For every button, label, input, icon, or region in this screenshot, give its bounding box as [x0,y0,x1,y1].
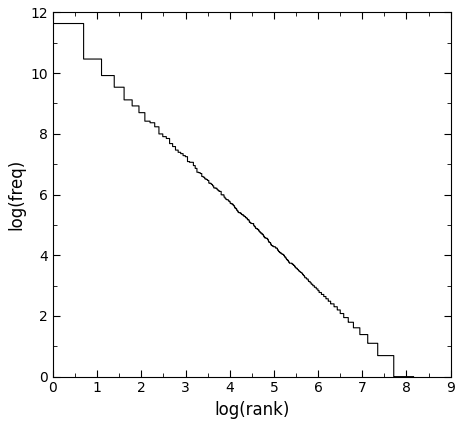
X-axis label: log(rank): log(rank) [214,401,290,419]
Y-axis label: log(freq): log(freq) [7,159,25,230]
